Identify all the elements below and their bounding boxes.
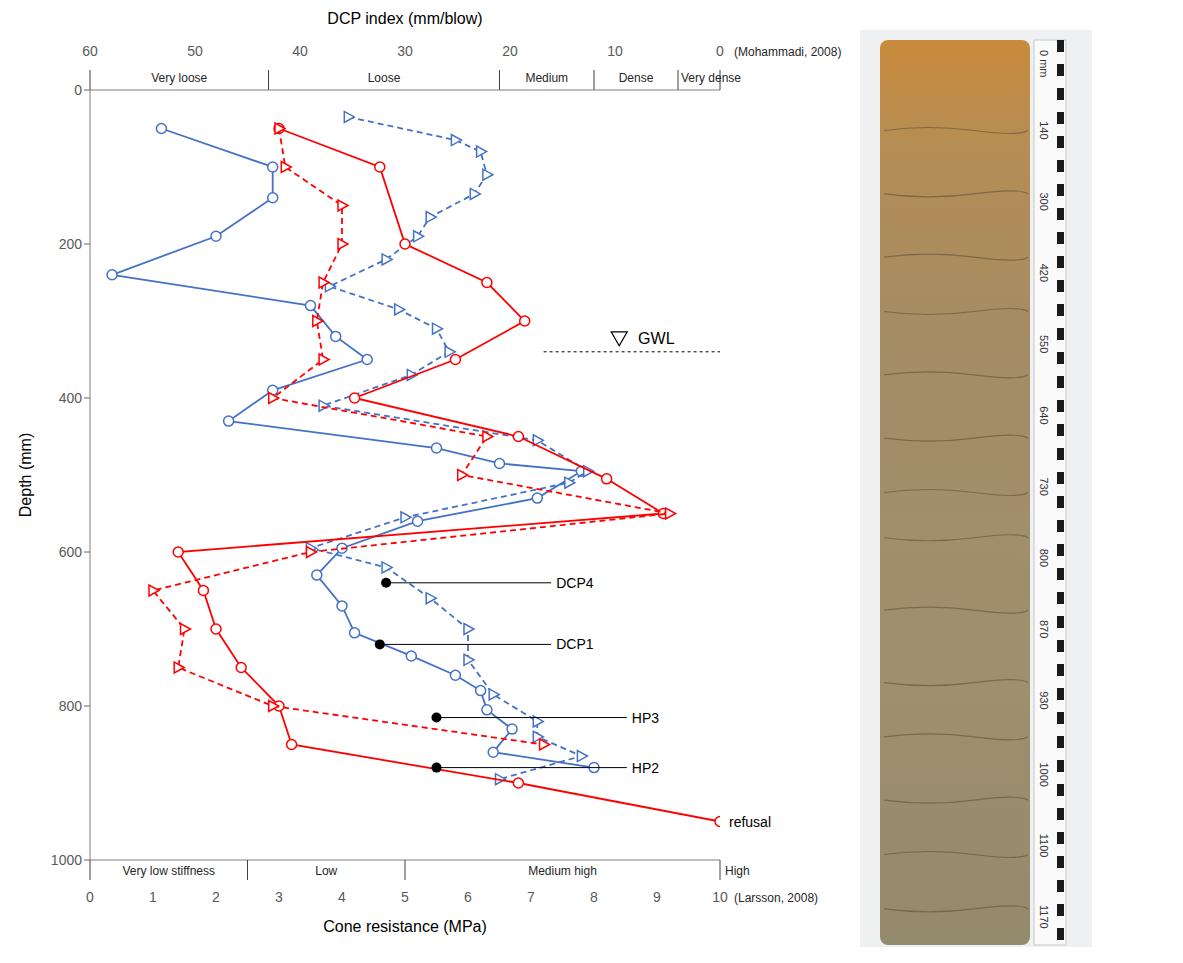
svg-text:10: 10 bbox=[712, 889, 728, 905]
svg-text:1000: 1000 bbox=[1038, 763, 1050, 787]
svg-text:20: 20 bbox=[502, 43, 518, 59]
svg-text:Very loose: Very loose bbox=[151, 71, 207, 85]
svg-text:40: 40 bbox=[292, 43, 308, 59]
svg-text:930: 930 bbox=[1038, 691, 1050, 709]
svg-text:(Larsson, 2008): (Larsson, 2008) bbox=[734, 891, 818, 905]
svg-text:600: 600 bbox=[59, 544, 83, 560]
svg-text:GWL: GWL bbox=[638, 330, 675, 347]
svg-text:4: 4 bbox=[338, 889, 346, 905]
svg-text:300: 300 bbox=[1038, 193, 1050, 211]
svg-text:140: 140 bbox=[1038, 121, 1050, 139]
svg-text:Medium high: Medium high bbox=[528, 864, 597, 878]
svg-text:0 mm: 0 mm bbox=[1038, 50, 1050, 78]
svg-text:2: 2 bbox=[212, 889, 220, 905]
svg-text:0: 0 bbox=[86, 889, 94, 905]
svg-text:Very dense: Very dense bbox=[681, 71, 741, 85]
svg-text:Depth (mm): Depth (mm) bbox=[17, 433, 34, 517]
svg-text:7: 7 bbox=[527, 889, 535, 905]
svg-text:9: 9 bbox=[653, 889, 661, 905]
svg-text:Medium: Medium bbox=[525, 71, 568, 85]
svg-text:800: 800 bbox=[59, 698, 83, 714]
svg-text:3: 3 bbox=[275, 889, 283, 905]
svg-text:730: 730 bbox=[1038, 478, 1050, 496]
svg-text:refusal: refusal bbox=[729, 814, 771, 830]
svg-text:640: 640 bbox=[1038, 406, 1050, 424]
svg-text:DCP4: DCP4 bbox=[556, 575, 594, 591]
svg-text:Loose: Loose bbox=[368, 71, 401, 85]
svg-text:1170: 1170 bbox=[1038, 905, 1050, 929]
svg-text:50: 50 bbox=[187, 43, 203, 59]
svg-text:Low: Low bbox=[315, 864, 337, 878]
svg-text:550: 550 bbox=[1038, 335, 1050, 353]
svg-text:420: 420 bbox=[1038, 264, 1050, 282]
svg-text:1000: 1000 bbox=[51, 852, 82, 868]
svg-text:High: High bbox=[725, 864, 750, 878]
svg-text:6: 6 bbox=[464, 889, 472, 905]
svg-text:10: 10 bbox=[607, 43, 623, 59]
svg-text:HP2: HP2 bbox=[632, 760, 659, 776]
svg-text:DCP1: DCP1 bbox=[556, 636, 594, 652]
svg-text:200: 200 bbox=[59, 236, 83, 252]
svg-text:800: 800 bbox=[1038, 549, 1050, 567]
svg-text:Dense: Dense bbox=[619, 71, 654, 85]
svg-text:DCP index (mm/blow): DCP index (mm/blow) bbox=[327, 10, 482, 27]
svg-text:870: 870 bbox=[1038, 620, 1050, 638]
svg-text:Cone resistance (MPa): Cone resistance (MPa) bbox=[323, 918, 487, 935]
svg-text:30: 30 bbox=[397, 43, 413, 59]
svg-text:HP3: HP3 bbox=[632, 710, 659, 726]
svg-text:1: 1 bbox=[149, 889, 157, 905]
svg-text:Very low stiffness: Very low stiffness bbox=[123, 864, 215, 878]
svg-text:8: 8 bbox=[590, 889, 598, 905]
svg-text:400: 400 bbox=[59, 390, 83, 406]
svg-text:5: 5 bbox=[401, 889, 409, 905]
svg-text:0: 0 bbox=[716, 43, 724, 59]
svg-text:1100: 1100 bbox=[1038, 834, 1050, 858]
svg-text:(Mohammadi, 2008): (Mohammadi, 2008) bbox=[734, 45, 841, 59]
svg-text:60: 60 bbox=[82, 43, 98, 59]
svg-text:0: 0 bbox=[74, 82, 82, 98]
